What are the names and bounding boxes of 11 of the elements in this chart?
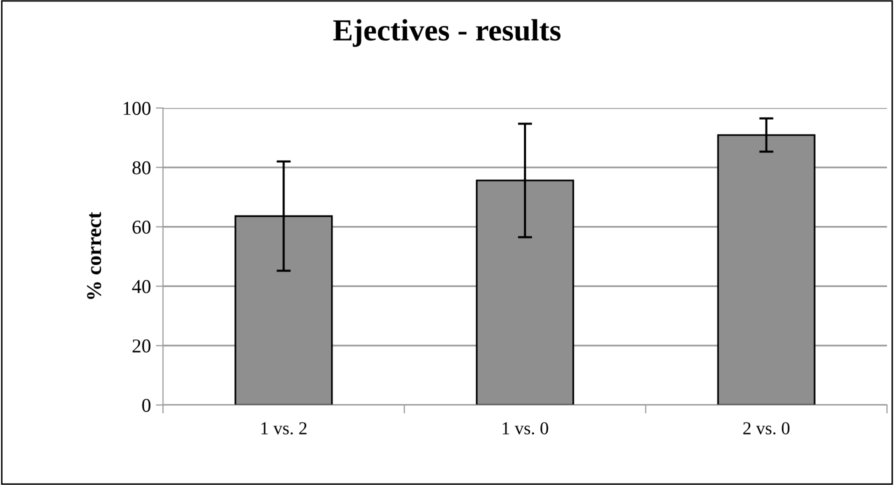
y-tick-label: 100 — [124, 102, 150, 115]
y-tick-label: 0 — [142, 398, 150, 412]
y-tick-label: 80 — [132, 161, 150, 174]
y-tick-label: 20 — [132, 339, 150, 353]
y-tick-label: 60 — [132, 220, 150, 234]
chart-title: Ejectives - results — [333, 19, 561, 47]
x-tick-label: 1 vs. 0 — [502, 422, 548, 434]
y-tick-label: 40 — [132, 280, 150, 294]
x-tick-label: 1 vs. 2 — [261, 422, 306, 434]
x-tick-label: 2 vs. 0 — [743, 422, 790, 434]
y-axis-title: % correct — [87, 212, 102, 299]
